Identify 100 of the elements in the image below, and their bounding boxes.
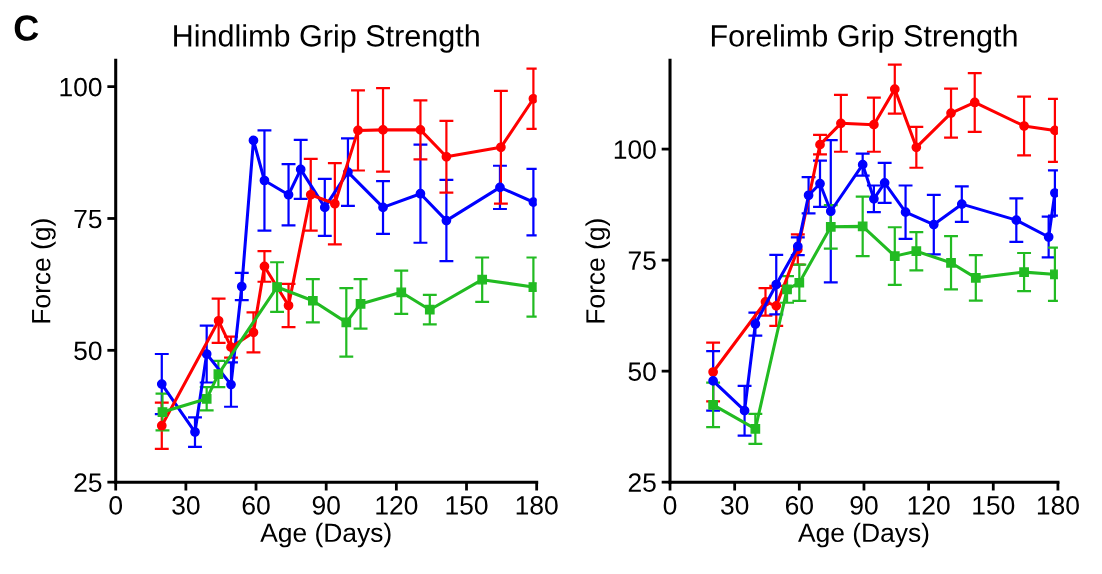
point	[295, 164, 306, 175]
x-tick-label: 30	[721, 496, 749, 515]
y-tick-label: 25	[74, 473, 102, 492]
point	[803, 190, 814, 201]
point	[825, 206, 836, 217]
point	[496, 142, 506, 153]
point	[477, 274, 488, 285]
point	[201, 349, 212, 359]
point	[378, 125, 388, 135]
point	[1011, 215, 1022, 226]
point	[1019, 267, 1029, 277]
x-tick-label: 60	[242, 496, 270, 515]
y-tick-label: 100	[614, 140, 656, 159]
point	[353, 125, 363, 136]
point	[236, 281, 247, 292]
point	[928, 219, 939, 230]
point	[869, 119, 879, 130]
x-tick-label: 0	[109, 496, 123, 515]
point	[272, 282, 282, 292]
point	[946, 257, 956, 268]
point	[156, 379, 167, 389]
point	[739, 405, 750, 416]
y-tick-label: 25	[628, 473, 656, 492]
point	[869, 193, 879, 204]
point	[329, 198, 340, 209]
x-tick-label: 120	[908, 496, 950, 515]
point	[305, 189, 316, 200]
point	[415, 188, 426, 199]
point	[1019, 121, 1029, 131]
point	[750, 424, 761, 434]
point	[970, 273, 981, 283]
point	[355, 299, 366, 309]
point	[815, 178, 825, 189]
y-tick-label: 50	[74, 341, 102, 361]
point	[708, 367, 718, 377]
point	[190, 427, 200, 437]
point	[378, 202, 388, 213]
x-tick-label: 0	[663, 496, 677, 515]
point	[248, 135, 259, 146]
x-tick-label: 180	[1037, 496, 1079, 515]
point	[911, 142, 922, 153]
x-tick-label: 90	[850, 496, 878, 515]
point	[528, 282, 537, 292]
point	[226, 379, 236, 390]
point	[750, 319, 761, 329]
point	[911, 246, 922, 257]
point	[213, 369, 224, 379]
point	[969, 97, 980, 108]
point	[889, 251, 900, 261]
point	[415, 125, 426, 135]
y-axis-title: Force (g)	[31, 219, 56, 323]
point	[825, 221, 836, 232]
point	[341, 317, 352, 328]
point	[956, 199, 967, 210]
point	[889, 84, 900, 94]
point	[857, 159, 868, 170]
point	[441, 215, 452, 226]
x-tick-label: 150	[973, 496, 1015, 515]
point	[1043, 232, 1054, 242]
point	[157, 407, 168, 417]
point	[156, 420, 167, 431]
point	[794, 277, 805, 288]
point	[708, 376, 718, 386]
point	[782, 284, 792, 295]
point	[836, 118, 846, 129]
point	[424, 304, 435, 315]
point	[319, 202, 330, 213]
x-axis-title: Age (Days)	[798, 522, 929, 548]
x-tick-label: 30	[172, 496, 200, 515]
point	[528, 197, 537, 207]
point	[248, 327, 259, 338]
text: C	[14, 15, 39, 41]
x-tick-label: 120	[376, 496, 418, 515]
y-axis-title: Force (g)	[585, 219, 611, 323]
point	[283, 300, 294, 311]
y-tick-label: 50	[628, 362, 656, 381]
point	[441, 151, 452, 162]
chart-title: Hindlimb Grip Strength	[174, 24, 479, 53]
point	[259, 261, 270, 272]
point	[495, 182, 505, 193]
x-axis-title: Age (Days)	[260, 522, 391, 548]
point	[528, 93, 537, 104]
point	[815, 139, 825, 150]
point	[283, 189, 294, 200]
y-tick-label: 75	[628, 251, 656, 270]
point	[213, 315, 224, 326]
y-tick-label: 75	[74, 209, 102, 229]
point	[857, 221, 868, 232]
point	[1050, 125, 1058, 136]
point	[771, 300, 782, 311]
point	[307, 295, 318, 306]
chart-title: Forelimb Grip Strength	[711, 24, 1017, 53]
point	[396, 287, 407, 298]
x-tick-label: 150	[446, 496, 488, 515]
x-tick-label: 180	[516, 496, 558, 515]
point	[900, 207, 911, 218]
point	[708, 400, 718, 410]
point	[259, 175, 270, 186]
point	[946, 108, 956, 118]
x-tick-label: 90	[312, 496, 340, 515]
